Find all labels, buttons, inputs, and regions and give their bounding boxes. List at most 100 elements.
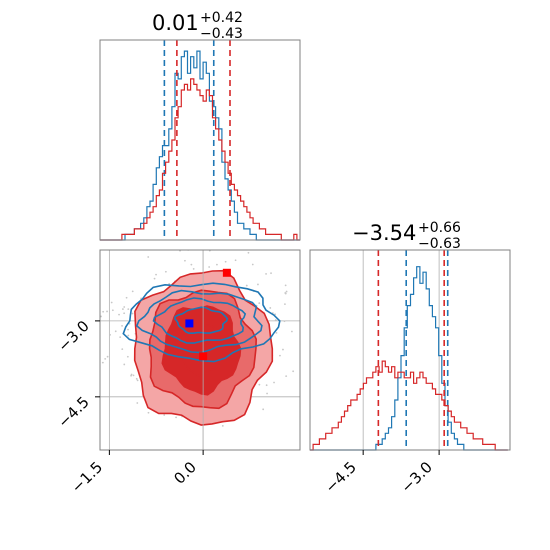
red-contour-level-3	[176, 321, 225, 377]
scatter-point	[118, 313, 120, 316]
scatter-point	[125, 296, 128, 299]
scatter-point	[123, 306, 126, 308]
axes-frame	[99, 39, 301, 241]
histogram-series-1	[310, 360, 508, 451]
scatter-point	[273, 381, 275, 384]
scatter-point	[245, 284, 248, 287]
scatter-point	[123, 312, 126, 315]
point-marker-1	[222, 268, 231, 277]
scatter-point	[184, 259, 186, 262]
point-marker-2	[199, 352, 208, 361]
scatter-point	[136, 379, 139, 382]
scatter-point	[111, 309, 114, 312]
histogram-panel-y: −4.5 −3.0	[309, 249, 511, 497]
y-tick-label-1: −4.5	[54, 393, 92, 431]
y-tick-label-0: −3.0	[54, 317, 92, 355]
scatter-point	[153, 277, 156, 280]
scatter-point	[208, 266, 211, 268]
scatter-point	[102, 310, 105, 313]
scatter-point	[221, 424, 224, 427]
x-tick-label-0: −4.5	[321, 458, 359, 496]
scatter-point	[123, 363, 126, 366]
scatter-point	[211, 247, 213, 249]
scatter-point	[119, 336, 122, 339]
scatter-point	[110, 301, 113, 304]
scatter-point	[100, 315, 102, 318]
axes-frame	[99, 249, 301, 451]
scatter-point	[130, 374, 132, 377]
title-y-plus: +0.66	[418, 220, 461, 236]
scatter-point	[164, 270, 167, 273]
scatter-point	[163, 414, 166, 416]
x-tick-label-1: −3.0	[397, 458, 435, 496]
scatter-point	[284, 303, 286, 306]
scatter-point	[106, 355, 109, 358]
scatter-point	[269, 307, 272, 309]
x-tick-label-1: 0.0	[170, 458, 200, 488]
contour-area	[100, 242, 300, 450]
blue-contour-level-3	[174, 306, 229, 334]
point-marker-0	[185, 319, 194, 328]
histogram-series-0	[100, 50, 300, 241]
scatter-point	[257, 283, 259, 286]
blue-contour-level-2	[152, 297, 247, 344]
scatter-point	[147, 256, 150, 258]
scatter-point	[135, 377, 138, 380]
scatter-point	[175, 416, 177, 419]
scatter-point	[127, 334, 130, 337]
axes-frame	[309, 249, 511, 451]
scatter-point	[292, 370, 295, 373]
scatter-point	[270, 272, 272, 275]
scatter-point	[121, 348, 124, 351]
scatter-point	[224, 260, 227, 263]
scatter-point	[285, 375, 288, 378]
scatter-point	[279, 354, 281, 357]
scatter-point	[147, 411, 150, 414]
scatter-point	[265, 384, 268, 387]
scatter-point	[104, 358, 107, 360]
scatter-point	[265, 273, 267, 275]
scatter-point	[132, 374, 135, 377]
scatter-point	[206, 244, 208, 246]
scatter-point	[131, 312, 134, 315]
scatter-point	[266, 392, 268, 395]
scatter-point	[234, 259, 237, 262]
title-x-minus: −0.43	[200, 26, 243, 42]
histogram-series-1	[100, 78, 300, 241]
scatter-point	[262, 408, 265, 411]
scatter-point	[192, 268, 195, 270]
scatter-point	[168, 282, 171, 285]
scatter-point	[122, 308, 124, 310]
scatter-point	[285, 290, 288, 293]
blue-contour-level-1	[135, 289, 263, 354]
scatter-point	[190, 263, 193, 266]
title-y-median: −3.54	[352, 221, 416, 245]
scatter-point	[258, 302, 261, 305]
scatter-point	[189, 242, 191, 244]
scatter-point	[121, 325, 123, 327]
scatter-point	[291, 330, 293, 333]
scatter-point	[131, 290, 134, 293]
scatter-point	[126, 355, 129, 358]
scatter-point	[109, 333, 111, 336]
title-y-minus: −0.63	[418, 236, 461, 252]
title-x-median: 0.01	[152, 11, 199, 35]
scatter-point	[127, 308, 130, 311]
scatter-point	[216, 263, 218, 266]
scatter-point	[274, 319, 277, 321]
scatter-point	[283, 320, 286, 323]
x-tick-label-0: −1.5	[68, 458, 106, 496]
scatter-point	[275, 332, 278, 334]
scatter-point	[247, 251, 250, 254]
scatter-point	[136, 402, 139, 404]
histogram-panel-x	[99, 39, 301, 241]
blue-contour-level-0	[122, 282, 281, 363]
contour-panel: −1.5 0.0 −3.0 −4.5	[54, 242, 301, 497]
scatter-point	[114, 330, 117, 333]
scatter-point	[101, 361, 104, 364]
scatter-point	[155, 273, 157, 276]
title-x-plus: +0.42	[200, 10, 243, 26]
scatter-point	[284, 284, 287, 287]
scatter-point	[251, 263, 254, 266]
